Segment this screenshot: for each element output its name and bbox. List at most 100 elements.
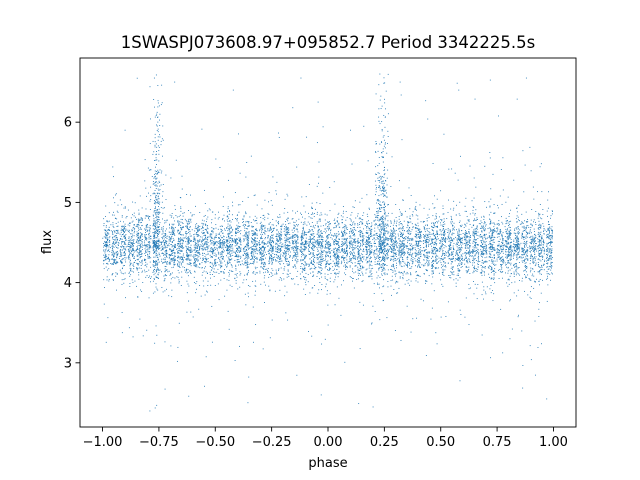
- data-point: [504, 249, 506, 251]
- data-point: [500, 169, 502, 170]
- data-point: [196, 251, 198, 253]
- data-point: [145, 215, 147, 217]
- data-point: [157, 258, 159, 260]
- data-point: [285, 253, 287, 255]
- data-point: [317, 236, 319, 238]
- data-point: [444, 253, 446, 255]
- data-point: [386, 252, 388, 254]
- data-point: [152, 153, 154, 155]
- data-point: [133, 266, 135, 267]
- data-point: [419, 249, 421, 251]
- data-point: [278, 255, 280, 257]
- data-point: [105, 245, 107, 247]
- data-point: [542, 264, 544, 266]
- data-point: [398, 251, 400, 253]
- data-point: [494, 212, 496, 214]
- data-point: [223, 245, 225, 247]
- data-point: [112, 250, 114, 252]
- data-point: [247, 262, 249, 264]
- data-point: [370, 261, 372, 263]
- data-point: [453, 249, 455, 251]
- data-point: [153, 269, 155, 271]
- data-point: [386, 253, 388, 255]
- data-point: [459, 240, 461, 242]
- data-point: [378, 253, 380, 255]
- data-point: [235, 218, 236, 219]
- data-point: [105, 241, 107, 243]
- data-point: [156, 198, 158, 200]
- data-point: [202, 259, 204, 261]
- data-point: [388, 250, 390, 252]
- data-point: [333, 251, 335, 253]
- data-point: [112, 237, 113, 239]
- data-point: [186, 255, 188, 257]
- data-point: [247, 264, 249, 265]
- data-point: [363, 238, 365, 240]
- data-point: [155, 232, 157, 234]
- data-point: [501, 233, 503, 235]
- data-point: [477, 244, 479, 246]
- data-point: [378, 250, 380, 252]
- data-point: [116, 210, 118, 212]
- data-point: [186, 268, 188, 270]
- data-point: [479, 236, 481, 238]
- data-point: [181, 258, 183, 260]
- data-point: [363, 244, 365, 245]
- data-point: [273, 259, 274, 261]
- data-point: [137, 218, 139, 220]
- data-point: [327, 279, 329, 281]
- data-point: [410, 231, 412, 233]
- data-point: [470, 251, 472, 253]
- data-point: [458, 237, 460, 239]
- data-point: [379, 143, 381, 145]
- data-point: [158, 216, 160, 218]
- data-point: [456, 242, 458, 244]
- data-point: [360, 233, 361, 235]
- data-point: [377, 257, 379, 259]
- data-point: [452, 247, 454, 249]
- data-point: [300, 248, 302, 250]
- data-point: [215, 235, 217, 237]
- data-point: [228, 233, 230, 235]
- data-point: [360, 258, 362, 260]
- data-point: [162, 238, 163, 240]
- data-point: [157, 85, 159, 86]
- data-point: [250, 252, 252, 254]
- data-point: [136, 259, 138, 261]
- data-point: [379, 239, 381, 241]
- data-point: [438, 261, 439, 263]
- data-point: [259, 240, 260, 242]
- data-point: [130, 235, 132, 237]
- data-point: [481, 242, 483, 244]
- data-point: [182, 259, 184, 261]
- data-point: [137, 255, 139, 257]
- data-point: [226, 247, 228, 249]
- data-point: [369, 261, 371, 263]
- data-point: [256, 267, 258, 268]
- data-point: [520, 223, 522, 225]
- data-point: [435, 238, 437, 240]
- data-point: [251, 235, 253, 237]
- data-point: [383, 206, 384, 208]
- data-point: [156, 217, 158, 219]
- data-point: [482, 249, 484, 251]
- data-point: [484, 229, 486, 231]
- data-point: [304, 256, 306, 258]
- data-point: [287, 232, 289, 234]
- data-point: [428, 208, 430, 210]
- data-point: [380, 204, 382, 206]
- data-point: [263, 244, 265, 245]
- data-point: [254, 194, 256, 196]
- data-point: [168, 261, 170, 263]
- data-point: [432, 266, 434, 268]
- data-point: [153, 182, 155, 184]
- data-point: [130, 239, 132, 241]
- data-point: [423, 264, 425, 266]
- data-point: [218, 243, 220, 245]
- data-point: [244, 230, 246, 232]
- data-point: [378, 157, 380, 158]
- data-point: [229, 230, 231, 232]
- data-point: [169, 255, 171, 257]
- data-point: [451, 251, 453, 253]
- data-point: [313, 237, 315, 239]
